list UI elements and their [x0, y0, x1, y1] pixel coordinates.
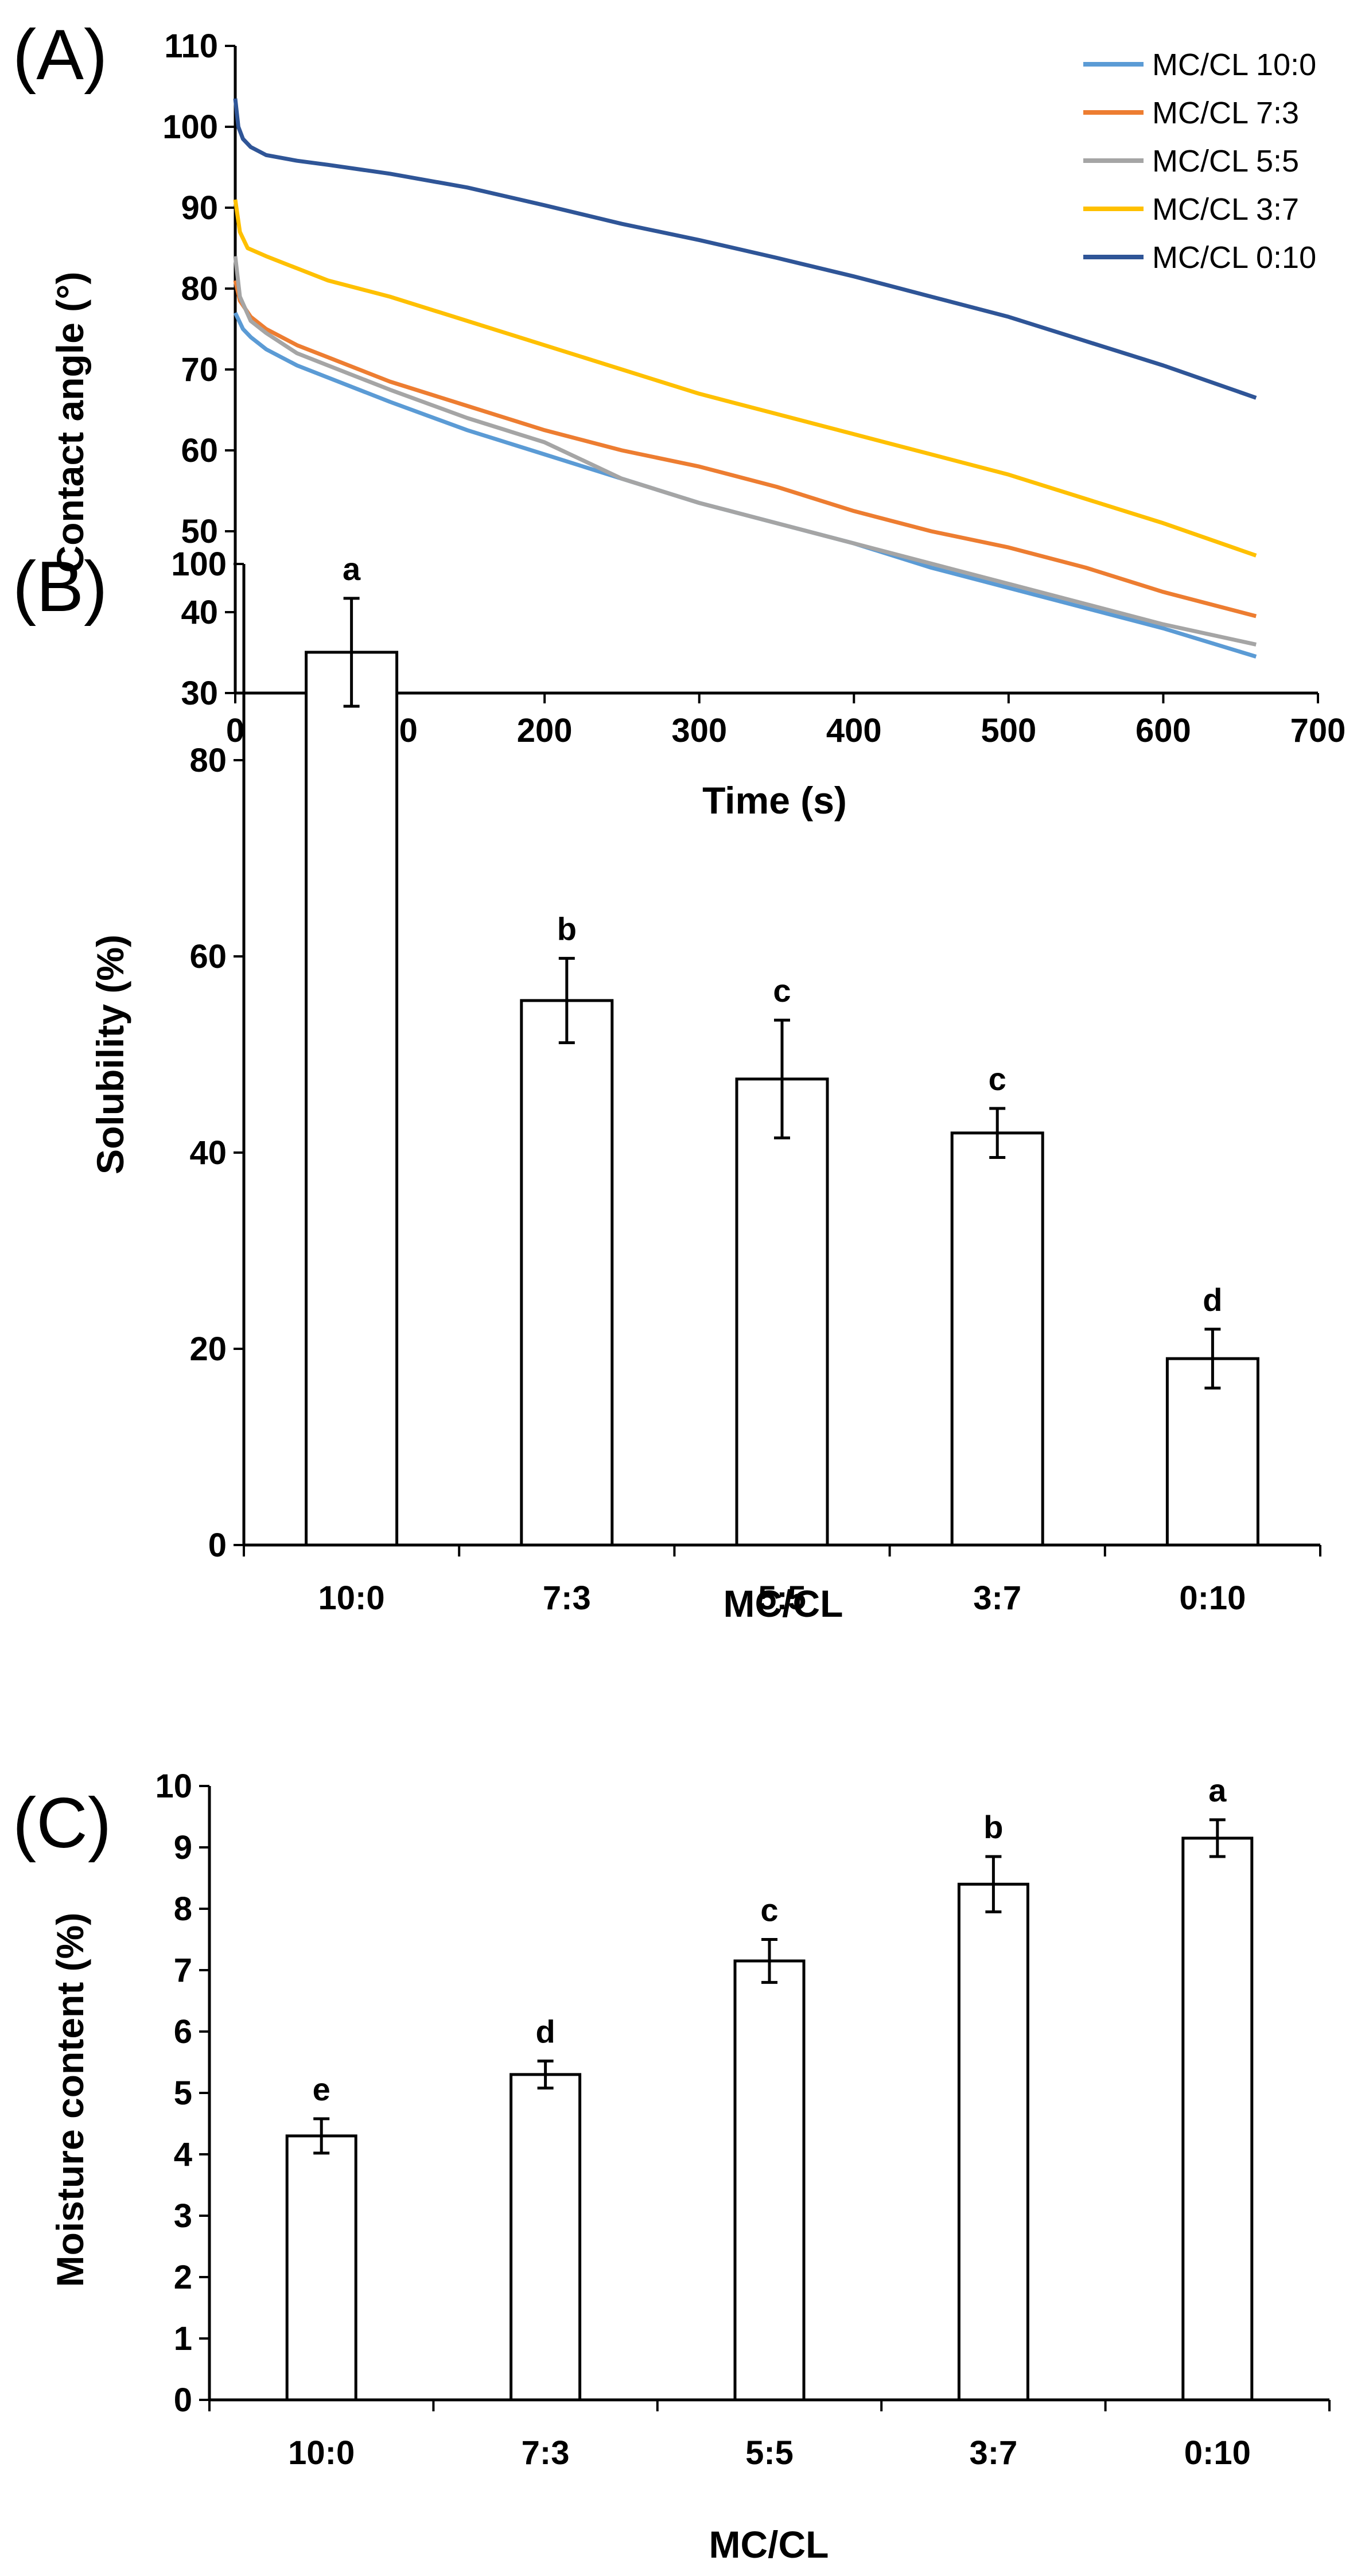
panel-c-significance-letter: a [1208, 1772, 1227, 1808]
panel-b-significance-letter: d [1203, 1282, 1222, 1318]
panel-a-y-axis-title: Contact angle (°) [49, 271, 91, 573]
panel-b-significance-letter: c [989, 1061, 1006, 1097]
panel-c-category-label: 7:3 [522, 2434, 570, 2472]
panel-b-category-label: 7:3 [543, 1579, 591, 1617]
panel-c-y-tick-label: 9 [174, 1829, 192, 1866]
panel-a-legend: MC/CL 10:0 MC/CL 7:3 MC/CL 5:5 MC/CL 3:7 MC/… [1083, 48, 1316, 275]
panel-a-y-tick-label: 70 [181, 351, 218, 388]
panel-a-axes: 30 40 50 60 70 80 90 100 110 0 100 200 300 400 500 600 7… [162, 28, 1345, 749]
panel-b-bars: a 10:0 b 7:3 c 5:5 c 3:7 d 0:10 [305, 551, 1259, 1617]
panel-a-legend-label: MC/CL 10:0 [1152, 48, 1316, 82]
panel-a-series-lines [233, 98, 1257, 659]
panel-b-bar [520, 999, 614, 1547]
panel-c-category-label: 10:0 [288, 2434, 355, 2472]
panel-a-x-tick-label: 700 [1290, 712, 1346, 749]
panel-c-x-axis-title: MC/CL [709, 2523, 829, 2566]
panel-a-legend-label: MC/CL 3:7 [1152, 192, 1299, 227]
panel-c-significance-letter: e [313, 2071, 330, 2107]
panel-b-bar [950, 1131, 1044, 1547]
panel-b-y-axis-title: Solubility (%) [89, 935, 131, 1174]
panel-a-y-tick-label: 40 [181, 594, 218, 631]
panel-c-y-tick-label: 7 [174, 1952, 192, 1989]
panel-c-label: (C) [13, 1784, 111, 1863]
panel-b-x-axis-title: MC/CL [724, 1582, 843, 1625]
panel-a-series-line [233, 280, 1257, 618]
panel-a-legend-label: MC/CL 5:5 [1152, 144, 1299, 178]
panel-b-bar [1165, 1357, 1259, 1547]
panel-c-y-axis-title: Moisture content (%) [49, 1913, 91, 2287]
panel-b-solubility-chart: (B) Solubility (%) MC/CL 0 20 40 60 80 100 a 1… [13, 546, 1321, 1625]
panel-a-legend-label: MC/CL 0:10 [1152, 240, 1316, 275]
panel-c-y-tick-label: 6 [174, 2013, 192, 2050]
panel-a-label: (A) [13, 15, 107, 95]
panel-b-category-label: 0:10 [1179, 1579, 1246, 1617]
panel-a-legend-label: MC/CL 7:3 [1152, 96, 1299, 130]
panel-b-y-tick-label: 80 [189, 742, 227, 779]
panel-b-significance-letter: c [773, 972, 791, 1009]
panel-a-y-tick-label: 60 [181, 432, 218, 469]
panel-b-bar [305, 651, 399, 1547]
panel-b-y-tick-label: 40 [189, 1134, 227, 1172]
panel-a-series-line [233, 312, 1257, 659]
panel-a-x-tick-label: 300 [671, 712, 727, 749]
panel-b-category-label: 3:7 [973, 1579, 1021, 1617]
panel-c-bar [957, 1882, 1029, 2402]
panel-a-y-tick-label: 100 [162, 108, 218, 146]
panel-c-y-tick-label: 8 [174, 1890, 192, 1928]
panel-a-x-axis-title: Time (s) [702, 779, 847, 822]
panel-a-y-tick-label: 50 [181, 513, 218, 550]
panel-a-y-tick-label: 80 [181, 270, 218, 308]
panel-a-contact-angle-chart: (A) Contact angle (°) Time (s) 30 40 50 60 7… [13, 15, 1345, 822]
panel-c-y-tick-label: 3 [174, 2197, 192, 2235]
panel-b-y-tick-label: 100 [171, 546, 227, 583]
panel-a-y-tick-label: 30 [181, 675, 218, 712]
panel-b-y-tick-label: 20 [189, 1330, 227, 1368]
panel-b-significance-letter: a [343, 551, 361, 587]
panel-a-y-tick-label: 110 [164, 28, 218, 65]
panel-a-x-tick-label: 200 [517, 712, 573, 749]
panel-b-y-tick-label: 60 [189, 938, 227, 975]
panel-c-y-tick-label: 5 [174, 2075, 192, 2112]
panel-a-series-line [233, 256, 1257, 647]
panel-a-x-tick-label: 400 [826, 712, 882, 749]
panel-c-bar [510, 2073, 582, 2402]
panel-c-category-label: 0:10 [1184, 2434, 1251, 2472]
panel-c-bars: e 10:0 d 7:3 c 5:5 b 3:7 a 0:10 [285, 1772, 1254, 2472]
panel-c-significance-letter: c [760, 1892, 778, 1928]
panel-a-series-line [233, 98, 1257, 400]
panel-c-y-tick-label: 2 [174, 2259, 192, 2296]
panel-c-y-tick-label: 10 [155, 1768, 192, 1805]
panel-c-y-tick-label: 4 [174, 2136, 192, 2173]
panel-c-category-label: 3:7 [969, 2434, 1017, 2472]
panel-a-x-tick-label: 0 [226, 712, 244, 749]
panel-c-y-tick-label: 1 [174, 2320, 192, 2357]
panel-c-bar [733, 1959, 806, 2402]
panel-b-significance-letter: b [557, 910, 577, 947]
panel-c-bar [285, 2134, 357, 2402]
panel-b-bar [735, 1077, 829, 1547]
panel-c-significance-letter: d [535, 2013, 555, 2049]
panel-b-y-tick-label: 0 [208, 1527, 227, 1564]
panel-b-category-label: 10:0 [318, 1579, 385, 1617]
panel-b-label: (B) [13, 547, 107, 627]
panel-c-category-label: 5:5 [745, 2434, 794, 2472]
panel-b-category-label: 5:5 [758, 1579, 806, 1617]
panel-a-x-tick-label: 500 [981, 712, 1036, 749]
panel-c-bar [1181, 1836, 1254, 2402]
panel-c-axes: 0 1 2 3 4 5 6 7 8 9 10 [155, 1768, 1331, 2419]
panel-a-x-tick-label: 600 [1135, 712, 1191, 749]
panel-c-moisture-chart: (C) Moisture content (%) MC/CL 0 1 2 3 4 5 6 7 8… [13, 1768, 1331, 2566]
panel-c-y-tick-label: 0 [174, 2382, 192, 2419]
panel-a-y-tick-label: 90 [181, 189, 218, 227]
panel-c-significance-letter: b [983, 1809, 1003, 1845]
panel-a-series-line [233, 199, 1257, 558]
